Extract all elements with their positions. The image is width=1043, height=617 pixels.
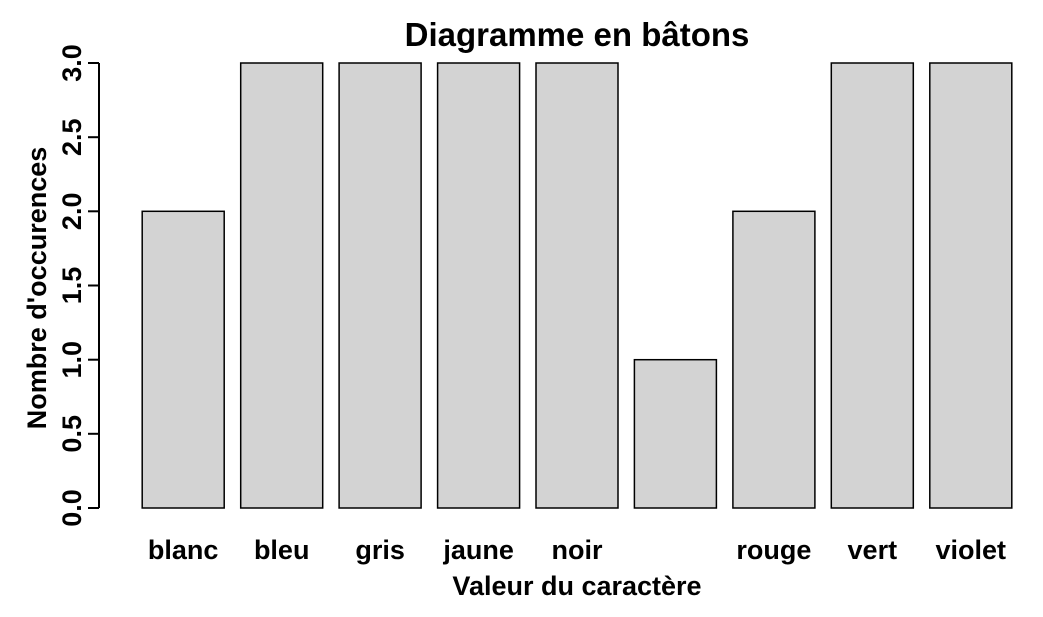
y-axis-label: Nombre d'occurences — [22, 147, 52, 430]
x-tick-label: gris — [355, 535, 405, 565]
chart-title: Diagramme en bâtons — [405, 16, 750, 53]
bar-gris — [338, 62, 422, 509]
x-axis-label: Valeur du caractère — [452, 571, 701, 601]
y-tick-label: 1.0 — [57, 341, 87, 379]
x-tick-label: blanc — [148, 535, 219, 565]
x-tick-label: rouge — [736, 535, 811, 565]
y-tick-label: 3.0 — [57, 44, 87, 82]
x-tick-label: violet — [936, 535, 1007, 565]
x-tick-label: jaune — [442, 535, 514, 565]
bar-noir — [535, 62, 619, 509]
bar-violet — [929, 62, 1013, 509]
bars-group — [141, 62, 1013, 509]
bar-blanc — [141, 210, 225, 509]
x-tick-label: noir — [552, 535, 603, 565]
bar-vert — [830, 62, 915, 509]
y-tick-label: 0.0 — [57, 489, 87, 527]
y-axis: 0.0 0.5 1.0 1.5 2.0 2.5 3.0 — [57, 44, 100, 527]
bar-bleu — [239, 62, 324, 509]
bar-unlabeled — [633, 358, 718, 509]
x-tick-label: bleu — [254, 535, 310, 565]
y-tick-label: 2.5 — [57, 118, 87, 156]
y-tick-label: 2.0 — [57, 193, 87, 231]
x-tick-label: vert — [848, 535, 898, 565]
y-tick-label: 1.5 — [57, 267, 87, 305]
bar-jaune — [436, 62, 521, 509]
bar-rouge — [732, 210, 816, 509]
x-tick-labels: blanc bleu gris jaune noir rouge vert violet — [148, 535, 1006, 565]
y-tick-label: 0.5 — [57, 415, 87, 453]
